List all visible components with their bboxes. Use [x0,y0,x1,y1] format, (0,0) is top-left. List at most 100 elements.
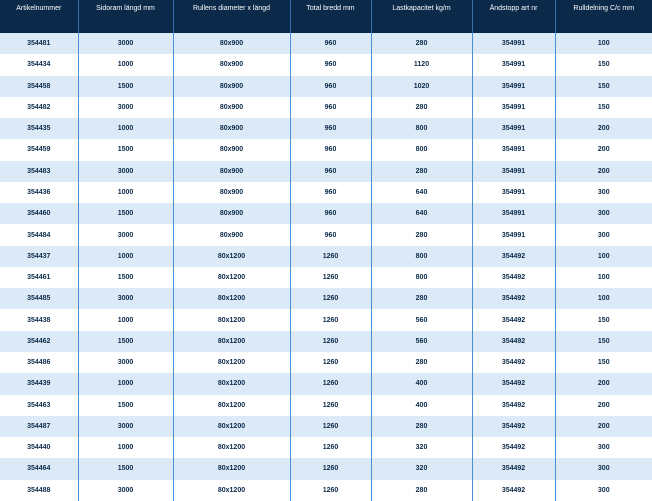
table-cell: 3000 [78,415,174,438]
header-rulldelning: Rulldelning C/c mm [555,0,652,33]
table-cell: 1260 [290,479,372,501]
header-andstopp: Ändstopp art nr [472,0,556,33]
table-cell: 200 [555,394,652,416]
table-row: 354437 1000 80x1200 1260 800 354492 100 [0,245,652,267]
table-cell: 150 [555,330,652,352]
table-cell: 800 [371,139,473,161]
table-cell: 354991 [472,160,556,182]
table-row: 354487 3000 80x1200 1260 280 354492 200 [0,415,652,438]
table-cell: 354991 [472,181,556,204]
table-cell: 640 [371,203,473,225]
table-cell: 960 [290,33,372,55]
table-cell: 280 [371,351,473,374]
table-row: 354488 3000 80x1200 1260 280 354492 300 [0,479,652,501]
table-cell: 80x1200 [173,479,291,501]
table-cell: 100 [555,33,652,55]
table-row: 354484 3000 80x900 960 280 354991 300 [0,224,652,246]
table-row: 354459 1500 80x900 960 800 354991 200 [0,139,652,161]
table-cell: 1120 [371,54,473,76]
table-cell: 1500 [78,75,174,97]
table-cell: 354492 [472,245,556,267]
table-cell: 80x900 [173,118,291,140]
table-row: 354461 1500 80x1200 1260 800 354492 100 [0,266,652,289]
table-cell: 354462 [0,330,79,352]
table-cell: 1260 [290,373,372,395]
table-cell: 300 [555,458,652,480]
table-cell: 960 [290,54,372,76]
table-cell: 320 [371,437,473,459]
table-cell: 3000 [78,479,174,501]
table-cell: 960 [290,118,372,140]
table-cell: 100 [555,266,652,289]
table-cell: 1260 [290,415,372,438]
table-cell: 1000 [78,437,174,459]
table-cell: 354436 [0,181,79,204]
header-row: Artikelnummer Sidoram längd mm Rullens d… [0,0,652,33]
table-cell: 354492 [472,309,556,331]
table-cell: 1500 [78,458,174,480]
table-cell: 280 [371,224,473,246]
table-cell: 80x900 [173,75,291,97]
table-row: 354435 1000 80x900 960 800 354991 200 [0,118,652,140]
table-cell: 354438 [0,309,79,331]
table-cell: 354991 [472,118,556,140]
table-row: 354486 3000 80x1200 1260 280 354492 150 [0,351,652,374]
table-cell: 354492 [472,394,556,416]
table-cell: 354991 [472,203,556,225]
table-row: 354464 1500 80x1200 1260 320 354492 300 [0,458,652,480]
table-cell: 80x1200 [173,373,291,395]
table-cell: 1260 [290,309,372,331]
table-cell: 1260 [290,245,372,267]
table-row: 354481 3000 80x900 960 280 354991 100 [0,33,652,55]
table-cell: 150 [555,309,652,331]
table-cell: 300 [555,181,652,204]
table-cell: 80x1200 [173,309,291,331]
table-cell: 150 [555,96,652,119]
table-cell: 300 [555,437,652,459]
table-cell: 3000 [78,33,174,55]
table-cell: 80x1200 [173,437,291,459]
table-cell: 560 [371,330,473,352]
table-cell: 354991 [472,33,556,55]
table-cell: 80x1200 [173,330,291,352]
table-cell: 1260 [290,288,372,310]
table-row: 354462 1500 80x1200 1260 560 354492 150 [0,330,652,352]
table-cell: 1000 [78,373,174,395]
table-cell: 3000 [78,288,174,310]
table-cell: 354460 [0,203,79,225]
table-cell: 300 [555,203,652,225]
table-cell: 354484 [0,224,79,246]
table-cell: 80x900 [173,224,291,246]
table-cell: 354492 [472,330,556,352]
table-row: 354463 1500 80x1200 1260 400 354492 200 [0,394,652,416]
table-cell: 80x1200 [173,351,291,374]
table-cell: 80x1200 [173,266,291,289]
table-cell: 354485 [0,288,79,310]
table-cell: 100 [555,245,652,267]
table-cell: 200 [555,160,652,182]
table-cell: 354488 [0,479,79,501]
table-row: 354436 1000 80x900 960 640 354991 300 [0,181,652,204]
table-cell: 150 [555,54,652,76]
table-cell: 354991 [472,96,556,119]
table-row: 354440 1000 80x1200 1260 320 354492 300 [0,437,652,459]
table-cell: 80x900 [173,33,291,55]
table-cell: 354437 [0,245,79,267]
table-cell: 354440 [0,437,79,459]
table-cell: 354487 [0,415,79,438]
table-cell: 80x900 [173,181,291,204]
table-row: 354482 3000 80x900 960 280 354991 150 [0,96,652,119]
table-cell: 560 [371,309,473,331]
table-cell: 1260 [290,351,372,374]
table-cell: 200 [555,373,652,395]
table-row: 354434 1000 80x900 960 1120 354991 150 [0,54,652,76]
table-cell: 354492 [472,288,556,310]
table-cell: 80x1200 [173,288,291,310]
table-cell: 354463 [0,394,79,416]
table-cell: 80x1200 [173,394,291,416]
header-sidoram-langd: Sidoram längd mm [78,0,174,33]
table-cell: 1260 [290,330,372,352]
table-cell: 1000 [78,118,174,140]
table-cell: 3000 [78,351,174,374]
table-body: 354481 3000 80x900 960 280 354991 100 354434 100… [0,33,652,501]
